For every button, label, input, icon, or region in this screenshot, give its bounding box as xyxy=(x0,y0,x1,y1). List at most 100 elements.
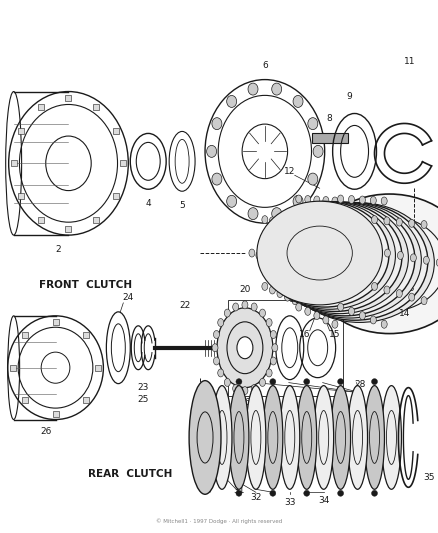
Ellipse shape xyxy=(313,312,319,320)
Ellipse shape xyxy=(271,208,281,220)
Ellipse shape xyxy=(237,337,252,359)
Ellipse shape xyxy=(270,330,276,338)
Text: 11: 11 xyxy=(403,57,414,66)
Bar xyxy=(38,104,44,110)
Ellipse shape xyxy=(279,385,299,489)
Text: 28: 28 xyxy=(353,380,364,389)
Ellipse shape xyxy=(396,218,401,226)
Ellipse shape xyxy=(284,203,433,322)
Ellipse shape xyxy=(284,410,294,464)
Text: FRONT  CLUTCH: FRONT CLUTCH xyxy=(39,280,132,290)
Ellipse shape xyxy=(265,369,272,377)
Ellipse shape xyxy=(371,378,377,385)
Text: 34: 34 xyxy=(317,496,328,505)
Ellipse shape xyxy=(313,385,333,489)
Text: 25: 25 xyxy=(137,395,148,404)
Ellipse shape xyxy=(226,322,262,374)
Text: 20: 20 xyxy=(239,286,250,294)
Text: REAR  CLUTCH: REAR CLUTCH xyxy=(88,470,172,479)
Ellipse shape xyxy=(229,385,248,489)
Ellipse shape xyxy=(385,410,396,464)
Ellipse shape xyxy=(274,202,414,316)
Ellipse shape xyxy=(216,308,272,387)
Ellipse shape xyxy=(311,230,386,290)
Ellipse shape xyxy=(337,195,343,203)
Ellipse shape xyxy=(331,320,337,328)
Ellipse shape xyxy=(284,219,290,227)
Ellipse shape xyxy=(269,286,275,294)
Ellipse shape xyxy=(295,195,301,203)
Ellipse shape xyxy=(300,224,387,294)
Ellipse shape xyxy=(331,197,337,205)
Ellipse shape xyxy=(318,410,328,464)
Text: 4: 4 xyxy=(145,199,151,208)
Ellipse shape xyxy=(295,303,301,311)
Bar xyxy=(227,300,342,395)
Ellipse shape xyxy=(320,231,398,294)
Text: 15: 15 xyxy=(328,330,339,340)
Ellipse shape xyxy=(304,308,310,316)
Ellipse shape xyxy=(256,201,381,305)
Ellipse shape xyxy=(267,202,401,311)
Ellipse shape xyxy=(384,249,389,257)
Bar xyxy=(65,95,71,101)
Text: 13: 13 xyxy=(403,284,414,293)
Ellipse shape xyxy=(241,301,247,309)
Ellipse shape xyxy=(259,378,265,386)
Ellipse shape xyxy=(212,385,231,489)
Ellipse shape xyxy=(337,490,343,496)
Ellipse shape xyxy=(303,490,309,496)
Ellipse shape xyxy=(271,344,277,352)
Text: 22: 22 xyxy=(179,301,190,310)
Ellipse shape xyxy=(224,378,230,386)
Ellipse shape xyxy=(245,385,265,489)
Ellipse shape xyxy=(213,357,219,365)
Ellipse shape xyxy=(281,203,427,320)
Ellipse shape xyxy=(247,83,258,95)
Bar xyxy=(11,160,17,166)
Ellipse shape xyxy=(370,316,375,324)
Ellipse shape xyxy=(295,228,363,284)
Text: 9: 9 xyxy=(346,92,352,101)
Bar xyxy=(53,411,58,417)
Bar xyxy=(113,128,118,134)
Ellipse shape xyxy=(233,411,244,463)
Text: 26: 26 xyxy=(40,427,51,436)
Text: 32: 32 xyxy=(250,493,261,502)
Ellipse shape xyxy=(224,309,230,317)
Ellipse shape xyxy=(284,222,364,287)
Bar xyxy=(65,225,71,232)
Bar xyxy=(113,193,118,199)
Ellipse shape xyxy=(307,173,317,185)
Text: 33: 33 xyxy=(283,498,295,507)
Ellipse shape xyxy=(197,412,212,463)
Ellipse shape xyxy=(226,195,236,207)
Ellipse shape xyxy=(410,254,415,262)
Bar xyxy=(92,217,99,223)
Ellipse shape xyxy=(212,118,221,130)
Ellipse shape xyxy=(189,381,220,494)
Ellipse shape xyxy=(371,216,377,224)
Text: 16: 16 xyxy=(298,330,310,340)
Ellipse shape xyxy=(296,385,316,489)
Ellipse shape xyxy=(212,344,218,352)
Text: 18: 18 xyxy=(316,298,328,308)
Ellipse shape xyxy=(348,196,354,204)
Ellipse shape xyxy=(337,378,343,385)
Ellipse shape xyxy=(422,256,428,264)
Bar xyxy=(95,365,101,370)
Text: 30: 30 xyxy=(216,478,227,487)
Bar xyxy=(18,128,24,134)
Ellipse shape xyxy=(322,316,328,324)
Ellipse shape xyxy=(364,385,384,489)
Ellipse shape xyxy=(396,289,401,297)
Ellipse shape xyxy=(306,194,438,334)
Ellipse shape xyxy=(380,320,386,328)
Ellipse shape xyxy=(276,218,282,226)
Ellipse shape xyxy=(284,293,290,301)
Ellipse shape xyxy=(313,196,319,204)
Ellipse shape xyxy=(262,254,268,262)
Text: 12: 12 xyxy=(283,167,295,176)
Ellipse shape xyxy=(312,146,322,157)
Ellipse shape xyxy=(408,219,414,227)
